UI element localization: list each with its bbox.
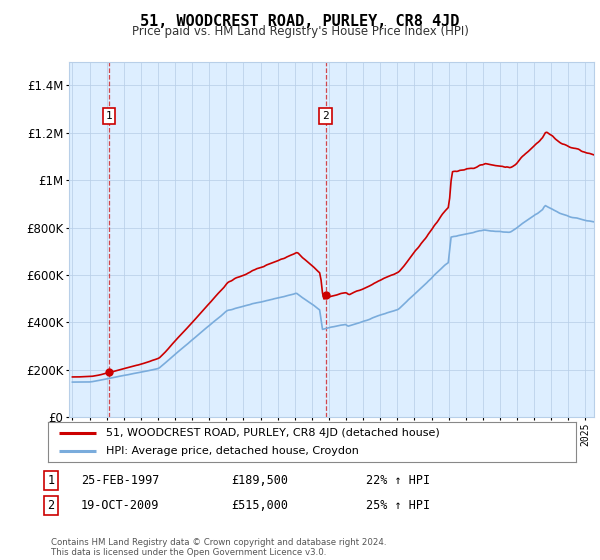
Text: 25-FEB-1997: 25-FEB-1997: [81, 474, 160, 487]
Text: 51, WOODCREST ROAD, PURLEY, CR8 4JD (detached house): 51, WOODCREST ROAD, PURLEY, CR8 4JD (det…: [106, 428, 440, 438]
Text: 51, WOODCREST ROAD, PURLEY, CR8 4JD: 51, WOODCREST ROAD, PURLEY, CR8 4JD: [140, 14, 460, 29]
Text: 1: 1: [47, 474, 55, 487]
Text: 1: 1: [106, 111, 113, 121]
Text: 2: 2: [47, 498, 55, 512]
Text: 25% ↑ HPI: 25% ↑ HPI: [366, 498, 430, 512]
Text: 22% ↑ HPI: 22% ↑ HPI: [366, 474, 430, 487]
Text: Contains HM Land Registry data © Crown copyright and database right 2024.
This d: Contains HM Land Registry data © Crown c…: [51, 538, 386, 557]
Text: HPI: Average price, detached house, Croydon: HPI: Average price, detached house, Croy…: [106, 446, 359, 456]
Text: 2: 2: [322, 111, 329, 121]
Text: Price paid vs. HM Land Registry's House Price Index (HPI): Price paid vs. HM Land Registry's House …: [131, 25, 469, 38]
Text: £189,500: £189,500: [231, 474, 288, 487]
Text: £515,000: £515,000: [231, 498, 288, 512]
Text: 19-OCT-2009: 19-OCT-2009: [81, 498, 160, 512]
